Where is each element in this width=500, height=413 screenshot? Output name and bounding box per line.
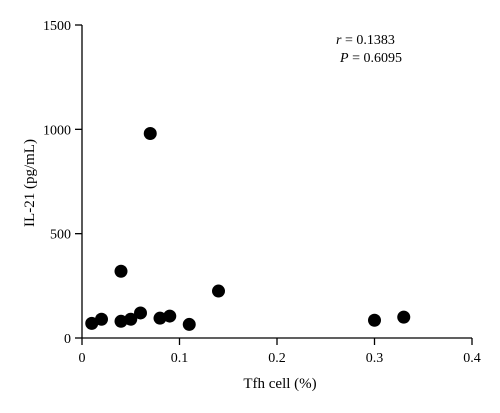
p-value-number: = 0.6095 [349, 51, 402, 66]
x-axis-ticks: 0 0.1 0.2 0.3 0.4 [79, 338, 481, 366]
p-symbol: P [339, 51, 349, 66]
y-tick-label: 1000 [43, 123, 71, 138]
x-axis-title: Tfh cell (%) [243, 376, 316, 392]
data-point [85, 316, 99, 330]
data-point [182, 317, 196, 331]
data-point [163, 309, 177, 323]
x-tick-label: 0 [79, 351, 86, 366]
y-tick-label: 0 [64, 332, 71, 347]
data-point [134, 306, 147, 320]
x-tick-label: 0.2 [268, 351, 286, 366]
y-tick-label: 1500 [43, 19, 71, 34]
data-point [368, 313, 381, 327]
x-tick-label: 0.3 [366, 351, 384, 366]
data-points [85, 127, 411, 331]
y-axis-ticks: 0 500 1000 1500 [43, 19, 82, 347]
data-point [95, 312, 108, 326]
data-point [143, 127, 157, 141]
r-symbol: r [336, 33, 342, 48]
data-point [397, 310, 411, 324]
x-tick-label: 0.4 [463, 351, 481, 366]
x-tick-label: 0.1 [171, 351, 189, 366]
data-point [212, 284, 225, 298]
data-point [114, 314, 128, 328]
p-value: P = 0.6095 [339, 51, 402, 66]
stats-annotation: r = 0.1383 P = 0.6095 [336, 33, 402, 66]
y-tick-label: 500 [50, 228, 71, 243]
data-point [114, 264, 128, 278]
y-axis-title: IL-21 (pg/mL) [22, 139, 38, 227]
data-point [124, 312, 138, 326]
r-value: = 0.1383 [341, 33, 394, 48]
correlation-coefficient: r = 0.1383 [336, 33, 395, 48]
data-point [153, 311, 167, 325]
plot-area: 0 500 1000 1500 0 0.1 0.2 0.3 0.4 [43, 19, 481, 366]
